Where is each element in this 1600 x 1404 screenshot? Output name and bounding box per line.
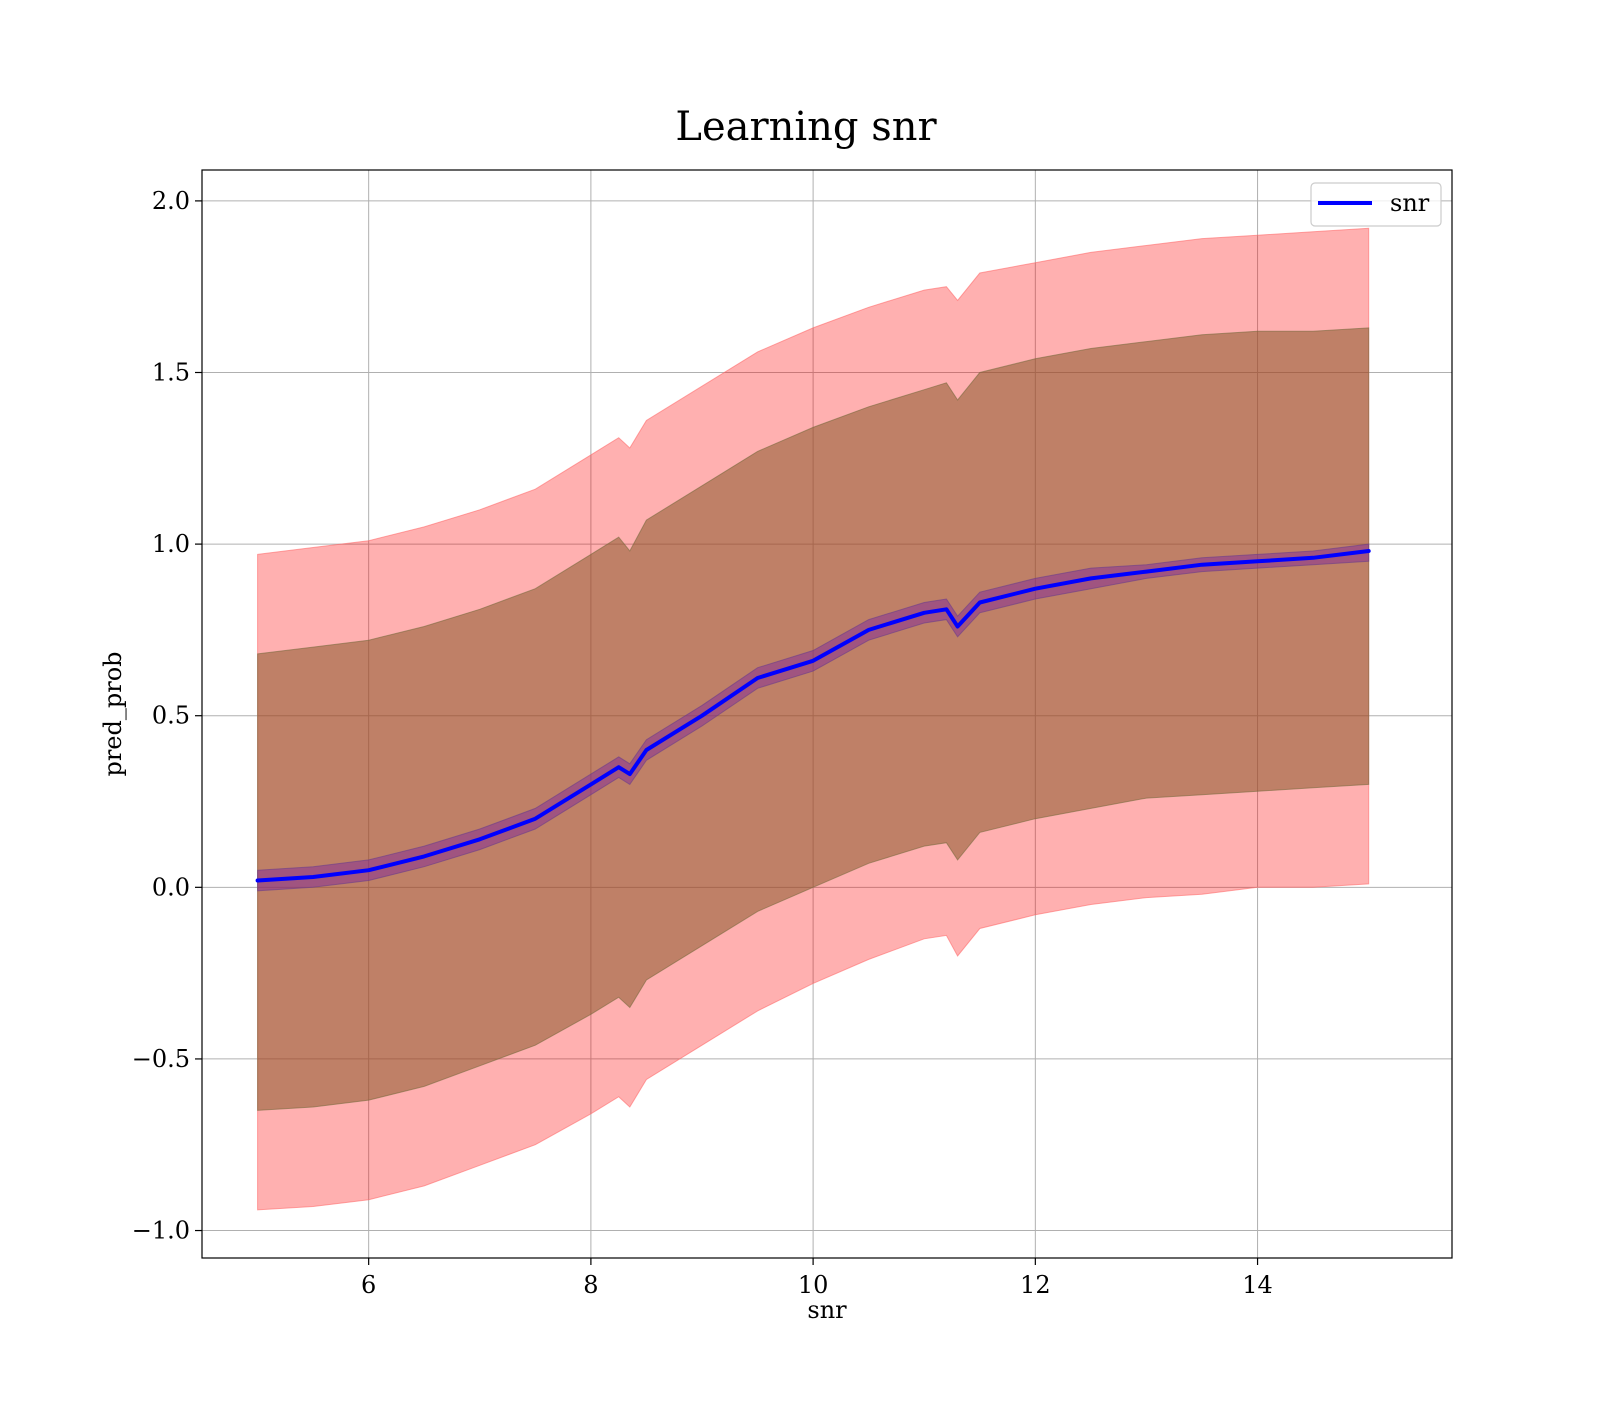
x-tick-label: 10 <box>798 1271 829 1299</box>
band-middle <box>257 327 1370 1111</box>
y-tick-label: 0.0 <box>152 873 190 901</box>
x-tick-label: 8 <box>583 1271 598 1299</box>
x-axis-ticks: 6 8 10 12 14 <box>361 1258 1273 1299</box>
y-tick-label: 2.0 <box>152 187 190 215</box>
y-tick-label: 1.5 <box>152 358 190 386</box>
y-tick-label: −1.0 <box>132 1217 190 1245</box>
x-tick-label: 12 <box>1020 1271 1051 1299</box>
band-inner <box>257 543 1370 892</box>
x-tick-label: 6 <box>361 1271 376 1299</box>
y-tick-label: 0.5 <box>152 702 190 730</box>
y-tick-label: −0.5 <box>132 1045 190 1073</box>
x-tick-label: 14 <box>1242 1271 1273 1299</box>
chart-title: Learning snr <box>675 104 937 150</box>
series-line-snr <box>255 549 1371 883</box>
plot-frame <box>201 169 1453 1259</box>
y-axis-label: pred_prob <box>99 651 127 776</box>
legend-frame <box>1310 182 1442 227</box>
y-axis-ticks: −1.0 −0.5 0.0 0.5 1.0 1.5 2.0 <box>132 187 202 1245</box>
line-layer <box>255 549 1371 883</box>
band-layer <box>257 227 1370 1211</box>
y-tick-label: 1.0 <box>152 530 190 558</box>
legend-label-snr: snr <box>1390 189 1430 217</box>
x-axis-label: snr <box>807 1296 847 1324</box>
legend: snr <box>1310 182 1442 227</box>
